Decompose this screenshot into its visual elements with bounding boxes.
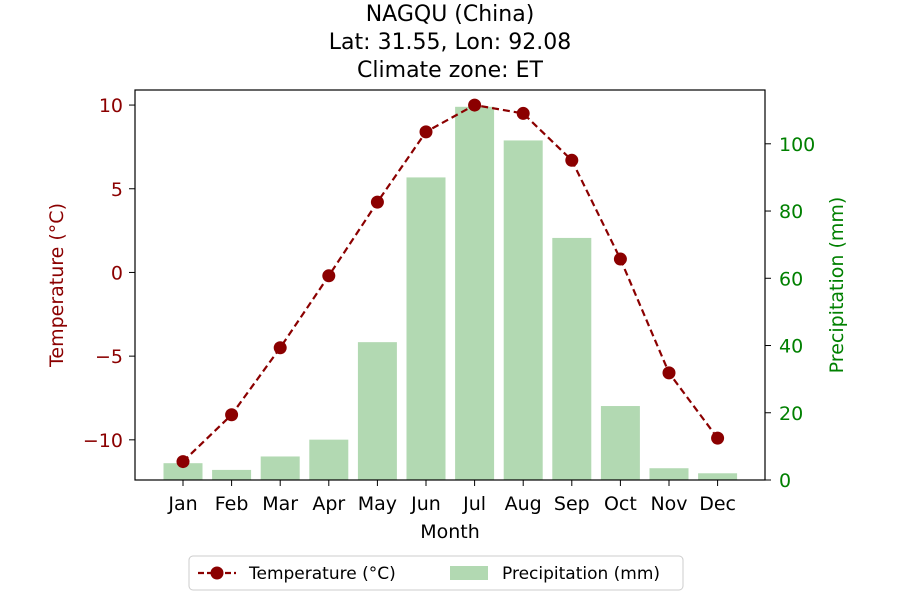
x-tick-label-nov: Nov <box>650 493 687 515</box>
precipitation-bar-sep <box>552 237 592 480</box>
precipitation-bar-mar <box>260 456 300 480</box>
temperature-point-jan <box>176 455 190 469</box>
y-right-tick-label: 40 <box>779 336 803 358</box>
x-tick-label-apr: Apr <box>312 493 345 515</box>
y-right-tick-label: 100 <box>779 134 815 156</box>
y-axis-left-label: Temperature (°C) <box>46 203 68 368</box>
temperature-point-nov <box>662 366 676 380</box>
y-left-tick-label: −10 <box>83 430 123 452</box>
y-left-tick-label: 10 <box>99 95 123 117</box>
legend-precipitation-label: Precipitation (mm) <box>502 564 660 584</box>
precipitation-bar-jul <box>455 106 495 480</box>
y-right-tick-label: 60 <box>779 268 803 290</box>
temperature-point-dec <box>711 431 725 445</box>
precipitation-bar-aug <box>503 140 543 480</box>
y-right-tick-label: 80 <box>779 201 803 223</box>
legend: Temperature (°C) Precipitation (mm) <box>188 555 684 591</box>
legend-box <box>188 555 684 591</box>
precipitation-bar-jun <box>406 177 446 480</box>
x-tick-label-may: May <box>358 493 397 515</box>
x-tick-label-aug: Aug <box>505 493 542 515</box>
legend-precipitation-swatch-icon <box>450 566 488 580</box>
y-axis-right-label: Precipitation (mm) <box>826 197 848 374</box>
y-left-tick-label: −5 <box>95 346 123 368</box>
precipitation-bar-nov <box>649 468 689 480</box>
temperature-point-mar <box>273 341 287 355</box>
y-axis-right: 0 20 40 60 80 100 <box>765 134 815 492</box>
x-tick-label-jan: Jan <box>167 493 197 515</box>
precipitation-bar-may <box>357 342 397 480</box>
precipitation-bar-jan <box>163 463 203 480</box>
temperature-point-oct <box>613 252 627 266</box>
x-axis-label: Month <box>420 521 480 543</box>
chart-title: NAGQU (China) Lat: 31.55, Lon: 92.08 Cli… <box>329 2 571 83</box>
x-tick-label-sep: Sep <box>554 493 590 515</box>
x-tick-label-jun: Jun <box>410 493 441 515</box>
x-tick-label-oct: Oct <box>604 493 637 515</box>
y-axis-left: −10 −5 0 5 10 <box>83 95 135 452</box>
temperature-point-jul <box>468 98 482 112</box>
temperature-point-feb <box>225 408 239 422</box>
plot-frame <box>134 89 766 481</box>
y-right-tick-label: 0 <box>779 470 791 492</box>
x-tick-label-dec: Dec <box>699 493 736 515</box>
precipitation-bar-apr <box>309 439 349 480</box>
chart-title-line-2: Lat: 31.55, Lon: 92.08 <box>329 30 571 55</box>
temperature-point-aug <box>516 106 530 120</box>
chart-title-line-3: Climate zone: ET <box>357 58 543 83</box>
temperature-line <box>182 103 719 463</box>
precipitation-bars <box>163 106 738 480</box>
temperature-point-apr <box>322 269 336 283</box>
chart-title-line-1: NAGQU (China) <box>366 2 535 27</box>
y-left-tick-label: 0 <box>111 262 123 284</box>
x-tick-label-jul: Jul <box>462 493 486 515</box>
temperature-point-jun <box>419 125 433 139</box>
legend-temperature-marker-icon <box>210 566 224 580</box>
legend-temperature-label: Temperature (°C) <box>248 564 396 584</box>
precipitation-bar-oct <box>600 406 640 480</box>
x-tick-label-feb: Feb <box>215 493 249 515</box>
temperature-point-may <box>370 195 384 209</box>
temperature-point-sep <box>565 153 579 167</box>
temperature-series <box>176 98 725 469</box>
y-right-tick-label: 20 <box>779 403 803 425</box>
y-left-tick-label: 5 <box>111 179 123 201</box>
precipitation-bar-feb <box>212 469 252 480</box>
x-tick-label-mar: Mar <box>262 493 298 515</box>
precipitation-bar-dec <box>698 473 738 480</box>
x-axis: Jan Feb Mar Apr May Jun Jul Aug Sep Oct Nov Dec <box>167 480 736 515</box>
